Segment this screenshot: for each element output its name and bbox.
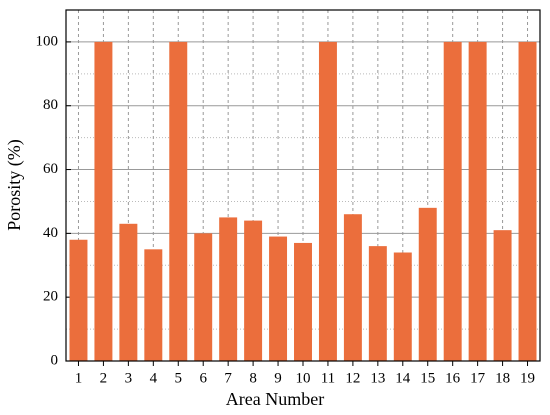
bar — [119, 223, 138, 361]
bar — [468, 41, 487, 362]
x-tick-label: 5 — [175, 370, 183, 386]
x-tick-label: 18 — [495, 370, 510, 386]
bar — [219, 217, 238, 361]
y-tick-label: 60 — [43, 161, 58, 177]
bar — [194, 233, 213, 361]
x-tick-label: 19 — [520, 370, 535, 386]
x-tick-label: 8 — [249, 370, 257, 386]
bar — [69, 239, 88, 361]
bar — [393, 252, 412, 361]
x-tick-label: 17 — [470, 370, 486, 386]
bar — [244, 220, 263, 361]
bar — [518, 41, 537, 362]
y-tick-label: 20 — [43, 289, 58, 305]
bar — [318, 41, 337, 362]
bar — [294, 242, 312, 361]
y-tick-label: 80 — [43, 97, 58, 113]
x-tick-label: 3 — [125, 370, 133, 386]
y-tick-label: 100 — [36, 33, 59, 49]
bar — [418, 207, 437, 361]
x-tick-label: 13 — [370, 370, 385, 386]
x-tick-label: 10 — [296, 370, 311, 386]
y-tick-label: 0 — [51, 352, 59, 368]
bar — [144, 249, 163, 361]
x-tick-label: 12 — [345, 370, 360, 386]
x-tick-label: 1 — [75, 370, 83, 386]
bar — [493, 230, 512, 361]
x-tick-label: 14 — [395, 370, 411, 386]
x-tick-label: 15 — [420, 370, 435, 386]
bar — [368, 246, 387, 361]
x-tick-label: 16 — [445, 370, 461, 386]
x-tick-label: 11 — [321, 370, 335, 386]
y-tick-label: 40 — [43, 225, 58, 241]
x-tick-label: 9 — [274, 370, 282, 386]
x-tick-label: 4 — [150, 370, 158, 386]
bar — [94, 41, 113, 362]
bar — [443, 41, 462, 362]
x-tick-label: 2 — [100, 370, 108, 386]
plot-frame — [65, 9, 541, 362]
bar — [269, 236, 288, 361]
x-tick-label: 7 — [224, 370, 232, 386]
bar — [169, 41, 188, 362]
bar — [343, 214, 362, 361]
x-axis-label: Area Number — [226, 389, 324, 409]
x-tick-label: 6 — [199, 370, 207, 386]
y-axis-label: Porosity (%) — [4, 139, 25, 231]
